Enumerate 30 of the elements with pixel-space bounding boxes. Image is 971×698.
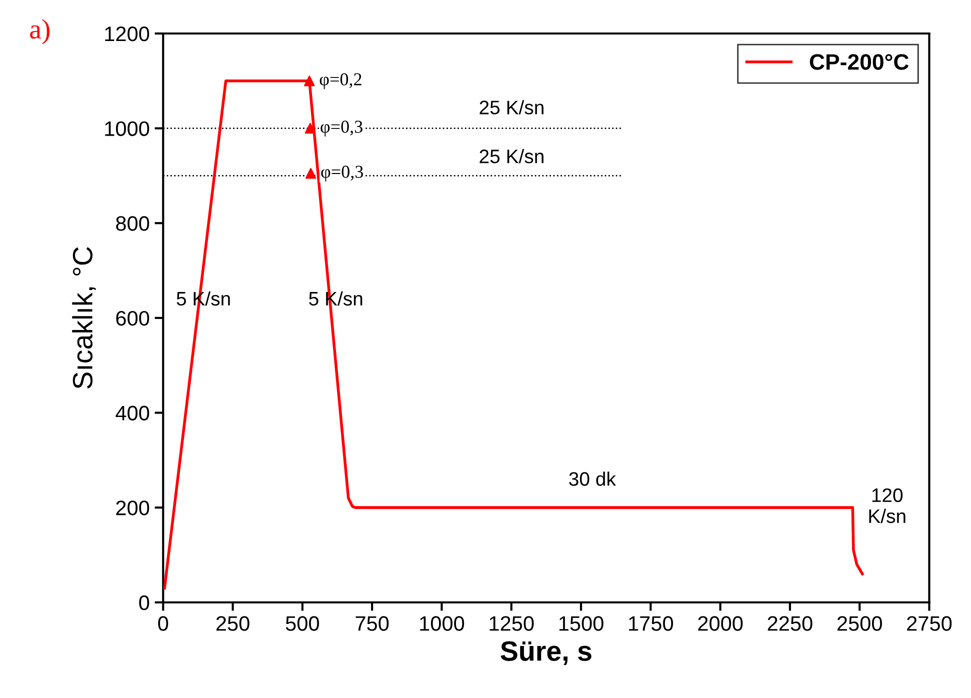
annotation: φ=0,3 xyxy=(321,166,363,182)
y-axis-title: Sıcaklık, °C xyxy=(72,247,96,389)
x-tick-label: 2000 xyxy=(698,616,743,631)
x-tick-label: 750 xyxy=(356,616,389,631)
y-tick-label: 800 xyxy=(116,216,150,231)
x-tick-label: 2750 xyxy=(907,616,952,631)
x-tick-label: 2250 xyxy=(768,616,812,631)
y-tick-label: 400 xyxy=(116,406,150,421)
x-tick-label: 1750 xyxy=(629,616,674,631)
x-tick-label: 500 xyxy=(286,616,319,631)
y-tick-label: 600 xyxy=(116,310,150,326)
x-tick-label: 1000 xyxy=(420,616,464,631)
x-tick-label: 250 xyxy=(216,616,250,631)
y-tick-label: 1200 xyxy=(105,26,150,42)
x-axis-title: Süre, s xyxy=(500,641,592,665)
annotation: φ=0,3 xyxy=(320,120,362,137)
y-tick-label: 1000 xyxy=(105,121,150,136)
y-tick-label: 200 xyxy=(116,500,150,516)
annotation: 25 K/sn xyxy=(480,149,544,164)
legend-label: CP-200°C xyxy=(810,54,909,70)
x-tick-label: 1500 xyxy=(559,616,604,631)
x-tick-label: 0 xyxy=(158,616,168,631)
annotation: φ=0,2 xyxy=(320,73,362,90)
annotation: 30 dk xyxy=(569,472,616,486)
annotation: 120 K/sn xyxy=(869,488,906,524)
x-tick-label: 2500 xyxy=(837,616,882,631)
y-tick-label: 0 xyxy=(139,595,150,610)
x-tick-label: 1250 xyxy=(490,616,534,631)
text: a) xyxy=(30,19,50,44)
annotation: 25 K/sn xyxy=(480,100,544,114)
